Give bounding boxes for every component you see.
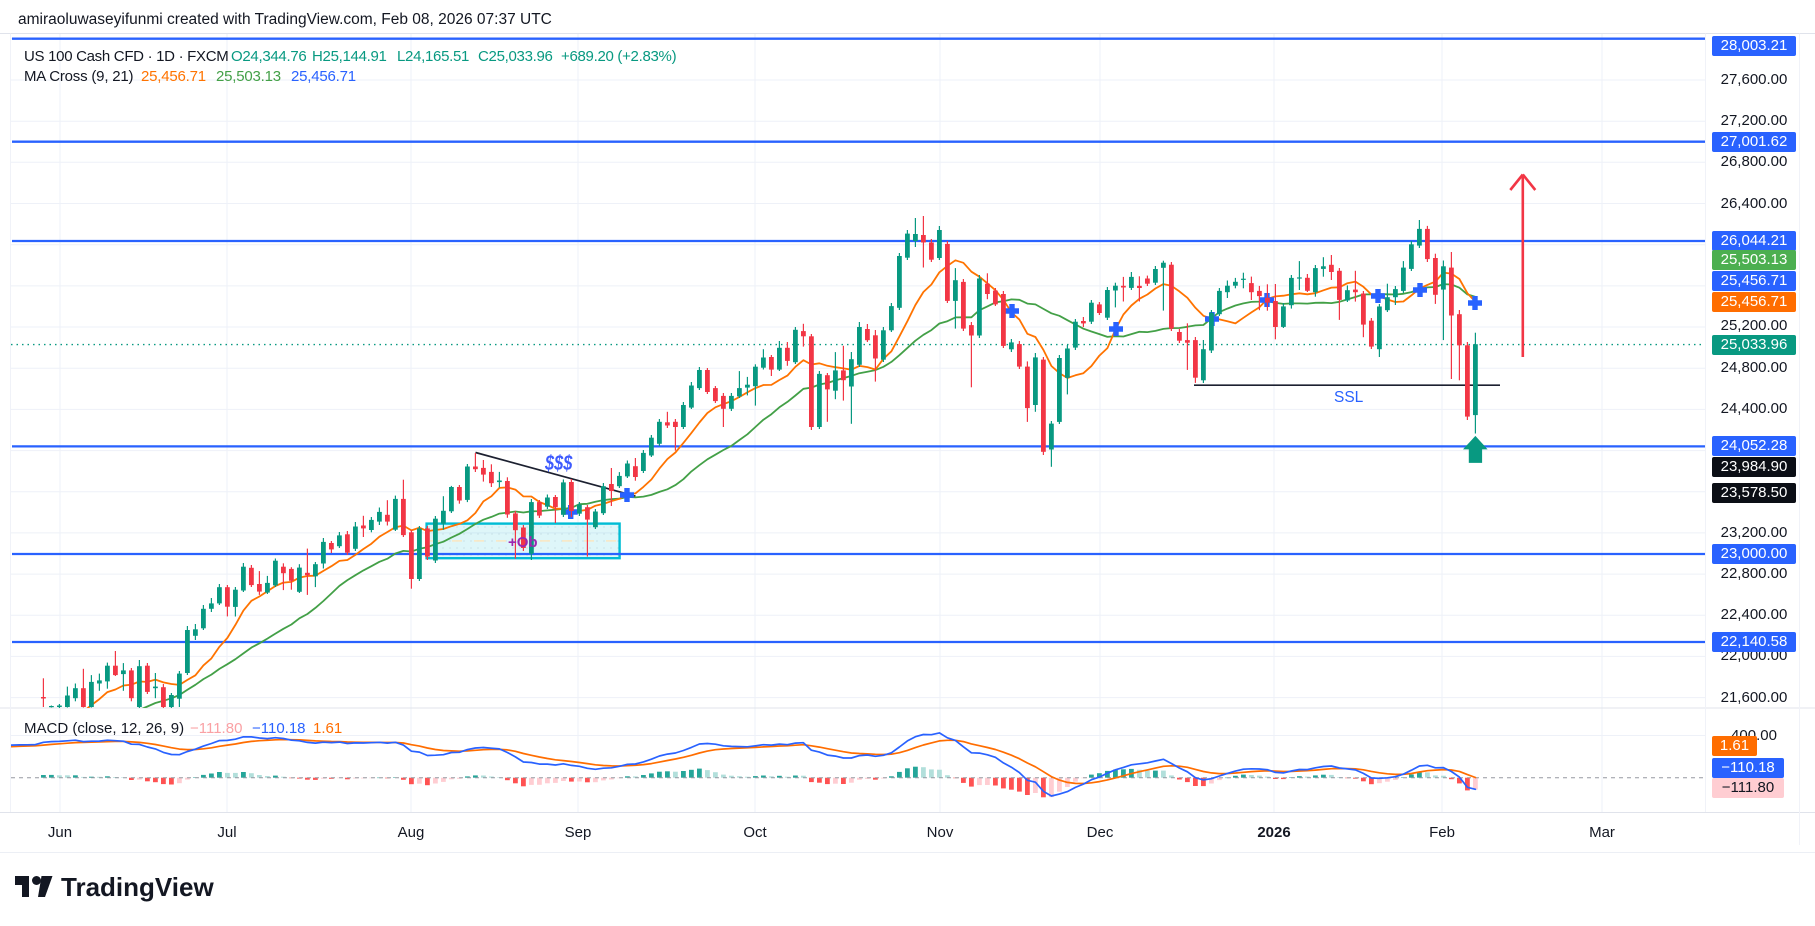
svg-text:TradingView: TradingView [61, 876, 214, 902]
